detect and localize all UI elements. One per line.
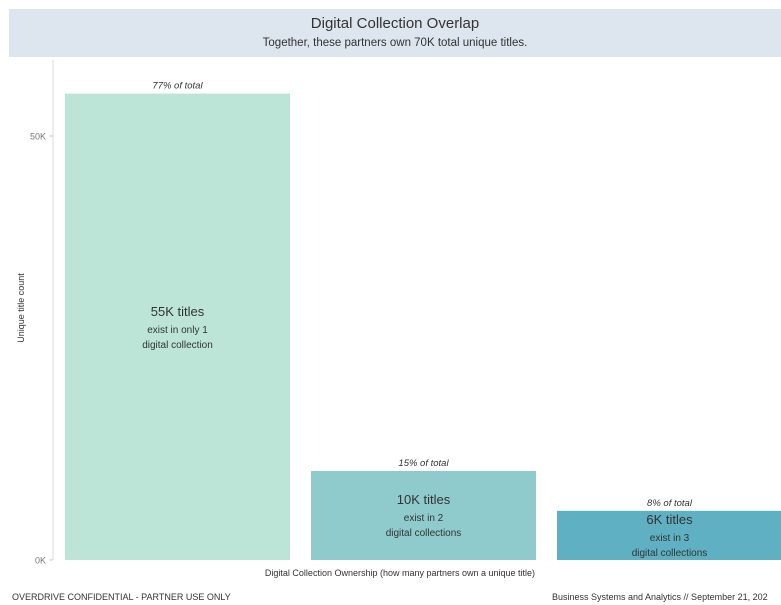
chart-subtitle: Together, these partners own 70K total u… bbox=[262, 37, 528, 49]
y-tick-label: 0K bbox=[35, 556, 46, 566]
bar-value-label: 55K titles bbox=[151, 304, 205, 319]
x-axis-title: Digital Collection Ownership (how many p… bbox=[265, 568, 535, 578]
confidentiality-notice: OVERDRIVE CONFIDENTIAL - PARTNER USE ONL… bbox=[12, 592, 231, 602]
bar-percent-label: 15% of total bbox=[398, 458, 449, 469]
chart-title: Digital Collection Overlap bbox=[310, 15, 480, 32]
bar-1 bbox=[65, 93, 290, 560]
chart-header: Digital Collection Overlap Together, the… bbox=[9, 9, 781, 57]
bar-desc-line: exist in 2 bbox=[404, 513, 444, 524]
y-tick-label: 50K bbox=[30, 132, 46, 142]
bar-desc-line: exist in 3 bbox=[650, 533, 690, 544]
bar-desc-line: exist in only 1 bbox=[147, 325, 208, 336]
bar-value-label: 6K titles bbox=[646, 512, 693, 527]
bar-desc-line: digital collection bbox=[142, 340, 213, 351]
bar-percent-label: 8% of total bbox=[647, 498, 693, 509]
bar-3 bbox=[557, 510, 781, 560]
bar-percent-label: 77% of total bbox=[152, 81, 203, 92]
bar-desc-line: digital collections bbox=[632, 548, 708, 559]
bar-value-label: 10K titles bbox=[397, 492, 451, 507]
footer-attribution: Business Systems and Analytics // Septem… bbox=[552, 592, 768, 602]
bar-desc-line: digital collections bbox=[386, 528, 462, 539]
y-axis-title: Unique title count bbox=[16, 273, 26, 343]
bar-2 bbox=[311, 470, 536, 560]
